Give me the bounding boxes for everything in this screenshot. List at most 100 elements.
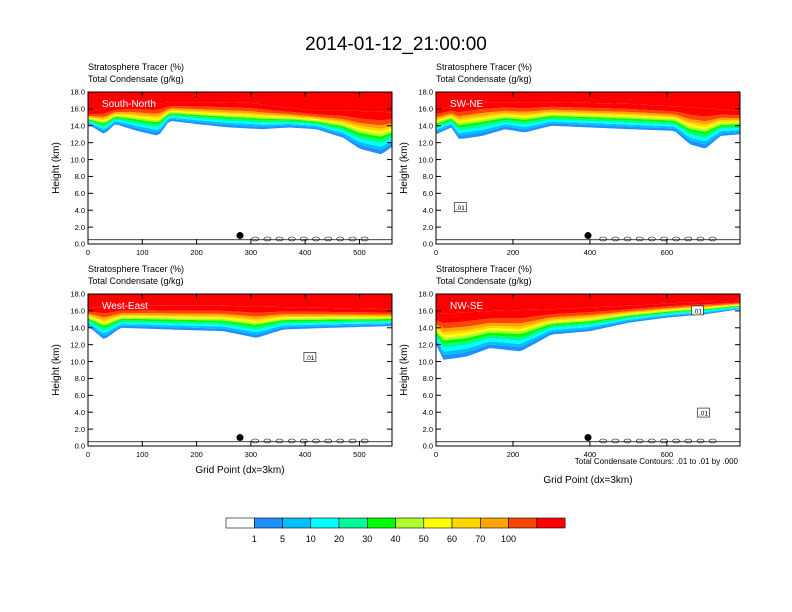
condensate-contour xyxy=(251,236,259,242)
tracer-band-4 xyxy=(436,306,740,348)
x-axis-label: Grid Point (dx=3km) xyxy=(543,475,632,486)
condensate-contour xyxy=(708,236,717,242)
tracer-band-7 xyxy=(436,304,740,338)
colorbar-swatch xyxy=(338,517,368,529)
y-axis-label: Height (km) xyxy=(399,344,410,396)
tracer-band-6 xyxy=(436,114,740,132)
tracer-band-8 xyxy=(88,109,392,132)
condensate-contour xyxy=(251,438,259,444)
tracer-band-1 xyxy=(436,308,740,360)
y-tick-label: 4.0 xyxy=(423,408,433,417)
left-title: Stratosphere Tracer (%) xyxy=(436,264,532,274)
left-subtitle: Total Condensate (g/kg) xyxy=(88,74,184,84)
condensate-contour xyxy=(696,438,705,444)
x-tick-label: 200 xyxy=(507,450,520,459)
colorbar-label: 10 xyxy=(306,534,316,544)
y-tick-label: 2.0 xyxy=(75,223,85,232)
y-tick-label: 18.0 xyxy=(418,290,433,299)
x-tick-label: 300 xyxy=(245,248,258,257)
tracer-band-1 xyxy=(88,324,392,339)
tracer-band-11 xyxy=(436,102,740,117)
condensate-contour xyxy=(324,438,333,444)
tracer-band-2 xyxy=(88,117,392,151)
tracer-band-9 xyxy=(436,303,740,333)
y-tick-label: 12.0 xyxy=(418,340,433,349)
location-marker xyxy=(584,434,592,442)
condensate-contour xyxy=(348,438,357,444)
condensate-contour xyxy=(684,438,693,444)
colorbar-swatch xyxy=(366,517,396,529)
condensate-contour xyxy=(360,236,369,242)
tracer-band-6 xyxy=(88,317,392,326)
y-tick-label: 2.0 xyxy=(423,223,433,232)
y-axis-label: Height (km) xyxy=(399,142,410,194)
panel-4: 0 200 400 600 0.0 2.0 4.0 6.0 8.0 10.0 12.0 14.0 16.… xyxy=(399,264,741,486)
figure-title: 2014-01-12_21:00:00 xyxy=(305,34,487,55)
condensate-contour xyxy=(336,438,345,444)
cross-section-label: West-East xyxy=(102,301,148,312)
colorbar-label: 60 xyxy=(447,534,457,544)
tracer-band-11 xyxy=(436,300,740,323)
x-tick-label: 400 xyxy=(584,450,597,459)
tracer-band-5 xyxy=(88,318,392,328)
colorbar-swatch xyxy=(508,517,538,529)
y-tick-label: 12.0 xyxy=(70,138,85,147)
tracer-band-9 xyxy=(436,109,740,125)
tracer-band-5 xyxy=(436,115,740,135)
x-tick-label: 300 xyxy=(245,450,258,459)
y-tick-label: 4.0 xyxy=(423,206,433,215)
y-tick-label: 18.0 xyxy=(70,290,85,299)
condensate-contour xyxy=(611,438,620,444)
y-tick-label: 10.0 xyxy=(70,155,85,164)
tracer-band-2 xyxy=(436,307,740,356)
x-tick-label: 0 xyxy=(86,248,90,257)
y-tick-label: 2.0 xyxy=(423,425,433,434)
x-tick-label: 100 xyxy=(136,450,149,459)
contour-label-box xyxy=(454,202,467,212)
colorbar-swatch xyxy=(395,517,425,529)
x-tick-label: 600 xyxy=(661,248,674,257)
condensate-contour xyxy=(263,236,272,242)
colorbar-swatch xyxy=(451,517,481,529)
condensate-contour xyxy=(599,236,608,242)
y-tick-label: 12.0 xyxy=(70,340,85,349)
tracer-band-5 xyxy=(436,305,740,345)
x-tick-label: 0 xyxy=(434,248,438,257)
colorbar-swatch xyxy=(310,517,340,529)
tracer-band-11 xyxy=(88,102,392,121)
tracer-band-10 xyxy=(88,310,392,318)
colorbar-label: 50 xyxy=(419,534,429,544)
cross-section-label: NW-SE xyxy=(450,301,483,312)
tracer-band-1 xyxy=(88,119,392,155)
left-title: Stratosphere Tracer (%) xyxy=(88,264,184,274)
x-tick-label: 400 xyxy=(299,248,312,257)
y-tick-label: 8.0 xyxy=(75,172,85,181)
tracer-band-4 xyxy=(436,117,740,138)
tracer-band-3 xyxy=(436,119,740,142)
tracer-field xyxy=(88,294,392,444)
tracer-band-top xyxy=(88,294,392,310)
contour-label: .01 xyxy=(456,205,465,212)
y-tick-label: 10.0 xyxy=(418,155,433,164)
y-tick-label: 6.0 xyxy=(75,189,85,198)
y-tick-label: 16.0 xyxy=(418,307,433,316)
left-subtitle: Total Condensate (g/kg) xyxy=(436,74,532,84)
colorbar-swatch xyxy=(423,517,453,529)
tracer-band-7 xyxy=(88,316,392,324)
left-title: Stratosphere Tracer (%) xyxy=(436,62,532,72)
colorbar-swatch xyxy=(282,517,312,529)
location-marker xyxy=(236,434,244,442)
y-tick-label: 6.0 xyxy=(75,391,85,400)
tracer-band-10 xyxy=(436,106,740,122)
x-tick-label: 600 xyxy=(661,450,674,459)
contour-label: .01 xyxy=(693,308,702,315)
y-axis-label: Height (km) xyxy=(51,142,62,194)
colorbar-label: 100 xyxy=(501,534,516,544)
x-tick-label: 500 xyxy=(353,248,366,257)
condensate-contour xyxy=(287,438,296,444)
contour-label-box xyxy=(697,407,710,418)
x-tick-label: 500 xyxy=(353,450,366,459)
x-tick-label: 0 xyxy=(434,450,438,459)
condensate-contour xyxy=(660,236,668,242)
x-tick-label: 100 xyxy=(136,248,149,257)
